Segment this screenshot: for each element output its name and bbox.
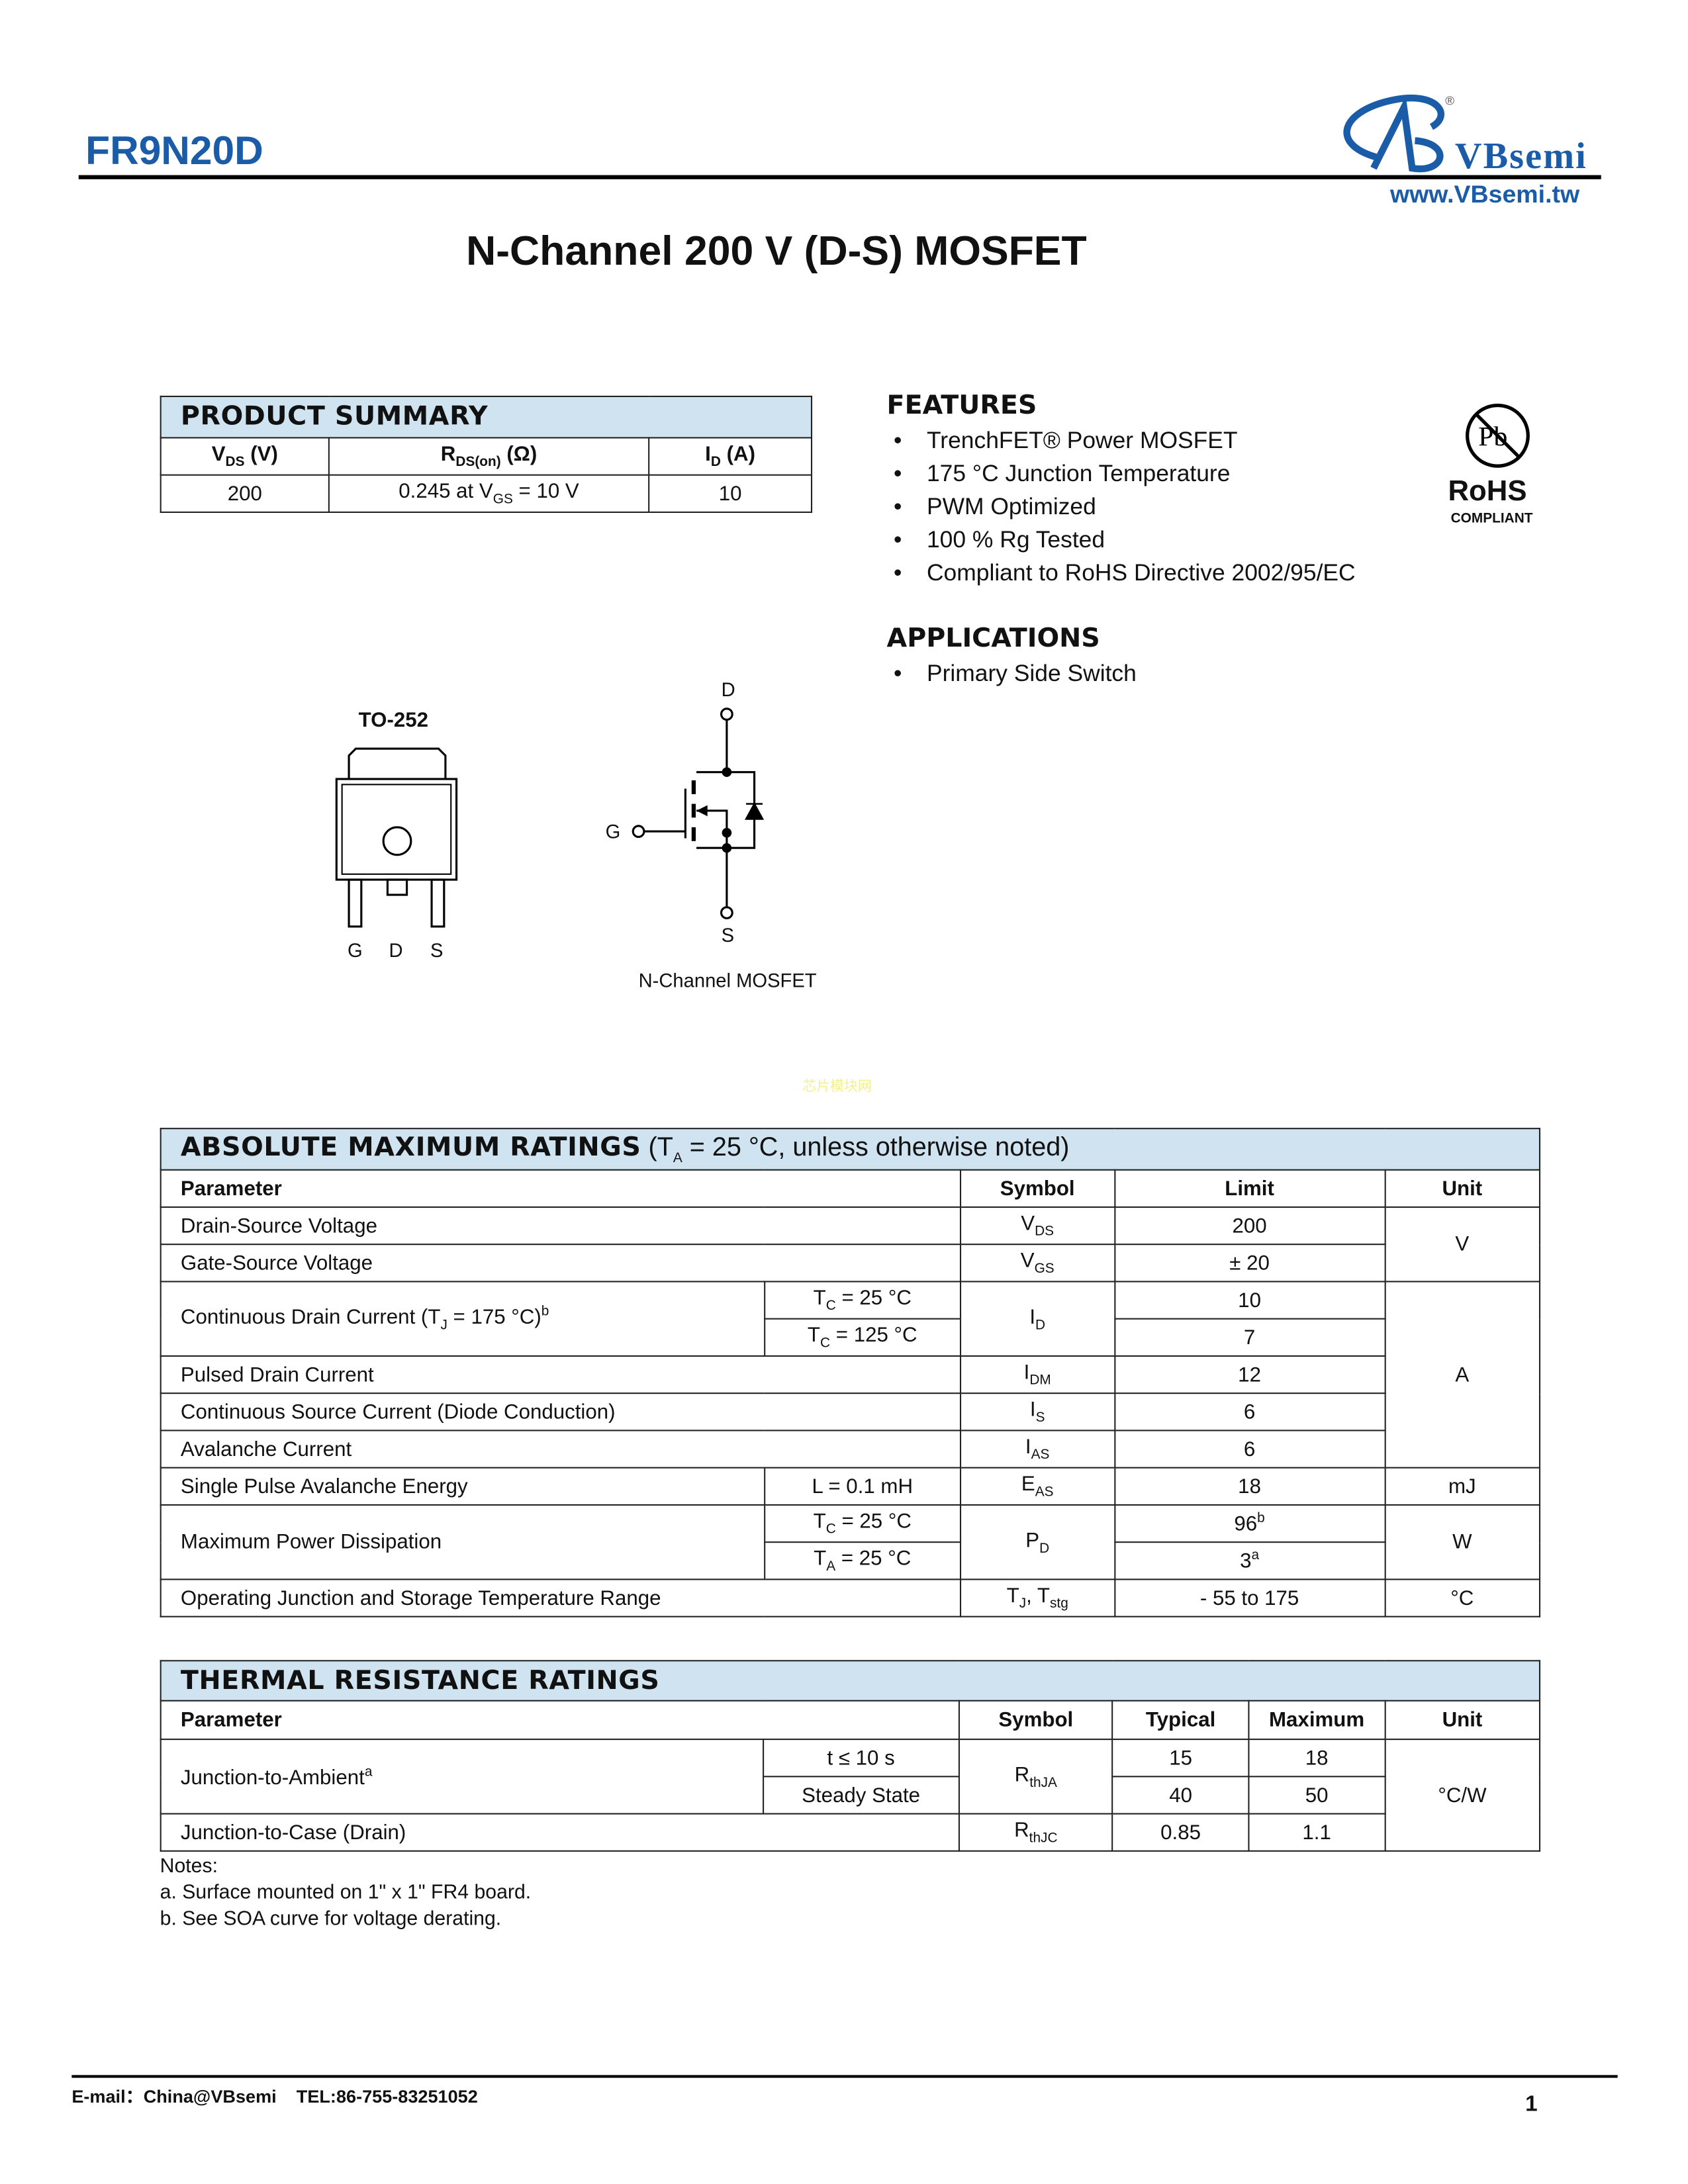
col-rds: RDS(on) (Ω): [328, 437, 650, 476]
feature-item: TrenchFET® Power MOSFET: [890, 428, 1356, 461]
table-row: Maximum Power Dissipation TC = 25 °C PD …: [160, 1504, 1541, 1580]
rohs-compliant: COMPLIANT: [1450, 511, 1533, 527]
pin-s: S: [430, 938, 444, 962]
table-row: Junction-to-Case (Drain) RthJC 0.85 1.1: [160, 1813, 1540, 1852]
footer-contact: E-mail：China@VBsemi TEL:86-755-83251052: [71, 2086, 478, 2107]
footer-rule: [71, 2075, 1618, 2078]
to252-package-icon: [335, 747, 458, 928]
thermal-title: THERMAL RESISTANCE RATINGS: [160, 1660, 1541, 1702]
table-row: Continuous Source Current (Diode Conduct…: [160, 1392, 1540, 1432]
table-row: TA = 25 °C 3a: [161, 1541, 1540, 1580]
id-value: 10: [648, 474, 813, 513]
header-limit: Limit: [1113, 1169, 1385, 1208]
abs-max-title: ABSOLUTE MAXIMUM RATINGS (TA = 25 °C, un…: [160, 1128, 1541, 1171]
schematic-caption: N-Channel MOSFET: [638, 969, 817, 991]
header-unit: Unit: [1383, 1169, 1541, 1208]
application-item: Primary Side Switch: [890, 660, 1137, 694]
svg-text:Pb: Pb: [1478, 422, 1507, 452]
feature-item: 100 % Rg Tested: [890, 527, 1356, 560]
notes: Notes: a. Surface mounted on 1" x 1" FR4 …: [160, 1856, 532, 1931]
drain-label: D: [721, 678, 735, 701]
table-row: Single Pulse Avalanche Energy L = 0.1 mH…: [160, 1467, 1541, 1506]
col-vds: VDS (V): [160, 437, 330, 476]
document-title: N-Channel 200 V (D-S) MOSFET: [466, 228, 1087, 275]
website-link[interactable]: www.VBsemi.tw: [1389, 180, 1580, 208]
registered-mark: ®: [1445, 93, 1454, 107]
pin-g: G: [347, 938, 363, 962]
pin-d: D: [389, 938, 403, 962]
table-row: Gate-Source Voltage VGS ± 20: [160, 1244, 1540, 1283]
table-row: Operating Junction and Storage Temperatu…: [160, 1578, 1541, 1617]
col-id: ID (A): [648, 437, 813, 476]
header-symbol: Symbol: [959, 1169, 1115, 1208]
table-row: Steady State 40 50: [161, 1776, 1540, 1815]
feature-item: 175 °C Junction Temperature: [890, 461, 1356, 494]
vbsemi-logo-icon: ®: [1343, 93, 1454, 173]
table-row: Avalanche Current IAS 6: [160, 1430, 1540, 1469]
part-number: FR9N20D: [85, 129, 263, 174]
package-name: TO-252: [358, 708, 429, 733]
absolute-maximum-ratings-table: ABSOLUTE MAXIMUM RATINGS (TA = 25 °C, un…: [160, 1128, 1541, 1617]
header-parameter: Parameter: [160, 1169, 961, 1208]
product-summary-table: PRODUCT SUMMARY VDS (V) RDS(on) (Ω) ID (…: [160, 395, 813, 513]
header-rule: [78, 175, 1601, 179]
rohs-label: RoHS: [1448, 475, 1527, 508]
feature-item: PWM Optimized: [890, 494, 1356, 527]
rds-value: 0.245 at VGS = 10 V: [328, 474, 650, 513]
brand-name: VBsemi: [1454, 135, 1587, 177]
table-row: Pulsed Drain Current IDM 12: [160, 1355, 1540, 1394]
applications-heading: APPLICATIONS: [886, 623, 1100, 654]
source-label: S: [721, 923, 735, 946]
mosfet-schematic-icon: [632, 707, 765, 920]
product-summary-title: PRODUCT SUMMARY: [160, 395, 813, 439]
table-row: Continuous Drain Current (TJ = 175 °C)b …: [160, 1281, 1541, 1469]
table-row: TC = 125 °C 7: [161, 1318, 1540, 1357]
table-row: Junction-to-Ambienta t ≤ 10 s RthJA 15 18…: [160, 1739, 1541, 1852]
gate-label: G: [605, 820, 621, 842]
lead-free-icon: Pb: [1466, 403, 1530, 468]
table-row: Drain-Source Voltage VDS 200 V: [160, 1206, 1541, 1283]
watermark: 芯片模块网: [802, 1079, 872, 1095]
page-number: 1: [1525, 2093, 1538, 2116]
features-list: TrenchFET® Power MOSFET 175 °C Junction …: [890, 428, 1356, 593]
features-heading: FEATURES: [886, 390, 1037, 421]
feature-item: Compliant to RoHS Directive 2002/95/EC: [890, 560, 1356, 593]
vds-value: 200: [160, 474, 330, 513]
thermal-resistance-table: THERMAL RESISTANCE RATINGS Parameter Sym…: [160, 1660, 1541, 1852]
applications-list: Primary Side Switch: [890, 660, 1137, 694]
